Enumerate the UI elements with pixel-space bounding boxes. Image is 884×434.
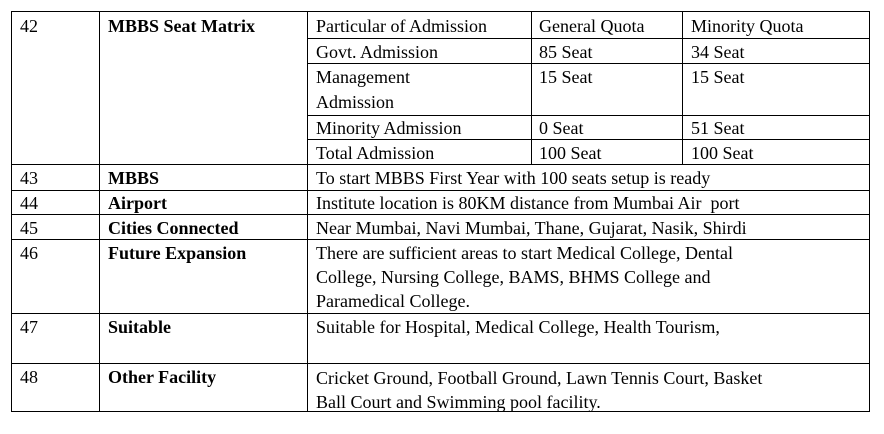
matrix-column-divider: [531, 11, 532, 164]
matrix-row-divider: [307, 115, 870, 116]
table-border-right: [869, 11, 870, 412]
row-number: 48: [20, 367, 38, 387]
row-description: Suitable for Hospital, Medical College, …: [316, 317, 720, 337]
row-divider: [11, 239, 870, 240]
row-title: Future Expansion: [108, 243, 247, 263]
matrix-general-value: 85 Seat: [539, 42, 593, 62]
row-number: 47: [20, 317, 38, 337]
matrix-row-divider: [307, 139, 870, 140]
row-description: Near Mumbai, Navi Mumbai, Thane, Gujarat…: [316, 218, 747, 238]
row-divider: [11, 190, 870, 191]
row-description: There are sufficient areas to start Medi…: [316, 243, 733, 263]
row-description: College, Nursing College, BAMS, BHMS Col…: [316, 267, 711, 287]
matrix-particular: Total Admission: [316, 143, 435, 163]
matrix-general-value: 100 Seat: [539, 143, 602, 163]
row-divider: [11, 164, 870, 165]
row-description: Paramedical College.: [316, 291, 470, 311]
matrix-row-divider: [307, 38, 870, 39]
row-title: Airport: [108, 193, 167, 213]
row-description: Institute location is 80KM distance from…: [316, 193, 740, 213]
row-title: Other Facility: [108, 367, 217, 387]
matrix-column-divider: [682, 11, 683, 164]
matrix-minority-value: 51 Seat: [691, 118, 745, 138]
row-number: 42: [20, 16, 38, 36]
matrix-particular: Minority Admission: [316, 118, 462, 138]
matrix-minority-value: 15 Seat: [691, 67, 745, 87]
row-title: MBBS: [108, 168, 160, 188]
matrix-particular: Admission: [316, 92, 395, 112]
row-number: 46: [20, 243, 38, 263]
matrix-header-general: General Quota: [539, 16, 645, 36]
row-description: Ball Court and Swimming pool facility.: [316, 392, 601, 412]
matrix-general-value: 0 Seat: [539, 118, 584, 138]
row-divider: [11, 214, 870, 215]
matrix-header-minority: Minority Quota: [691, 16, 804, 36]
matrix-general-value: 15 Seat: [539, 67, 593, 87]
row-divider: [11, 363, 870, 364]
matrix-header-particular: Particular of Admission: [316, 16, 487, 36]
row-divider: [11, 313, 870, 314]
matrix-minority-value: 100 Seat: [691, 143, 754, 163]
row-description: To start MBBS First Year with 100 seats …: [316, 168, 711, 188]
matrix-row-divider: [307, 63, 870, 64]
row-number: 44: [20, 193, 38, 213]
table-border-top: [11, 11, 870, 12]
row-description: Cricket Ground, Football Ground, Lawn Te…: [316, 368, 763, 388]
table-border-left: [11, 11, 12, 412]
matrix-particular: Govt. Admission: [316, 42, 439, 62]
matrix-particular: Management: [316, 67, 410, 87]
row-number: 45: [20, 218, 38, 238]
column-divider: [99, 11, 100, 412]
row-title: Suitable: [108, 317, 172, 337]
matrix-minority-value: 34 Seat: [691, 42, 745, 62]
row-title: MBBS Seat Matrix: [108, 16, 255, 36]
column-divider: [307, 11, 308, 412]
row-number: 43: [20, 168, 38, 188]
table-border-bottom: [11, 411, 870, 412]
row-title: Cities Connected: [108, 218, 239, 238]
